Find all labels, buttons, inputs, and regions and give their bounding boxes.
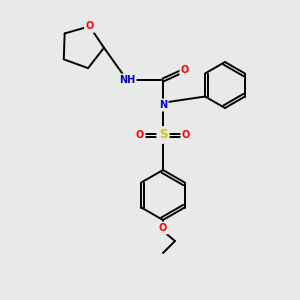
Text: N: N	[159, 100, 167, 110]
Text: O: O	[182, 130, 190, 140]
Text: O: O	[159, 223, 167, 233]
Text: O: O	[181, 65, 189, 75]
Text: O: O	[85, 21, 94, 31]
Text: NH: NH	[119, 75, 135, 85]
Text: O: O	[136, 130, 144, 140]
Text: S: S	[159, 128, 167, 142]
